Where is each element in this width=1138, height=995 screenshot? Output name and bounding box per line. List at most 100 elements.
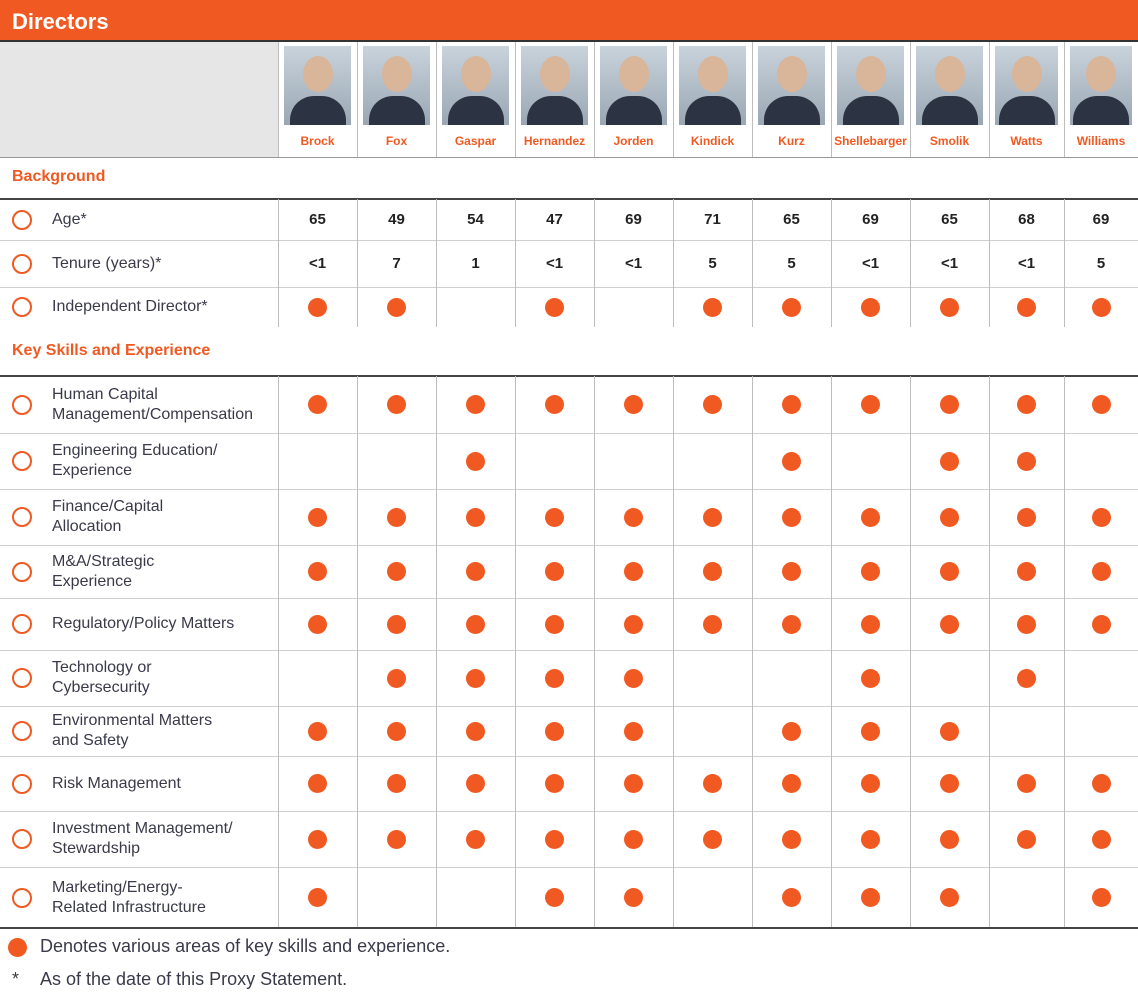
director-name: Gaspar xyxy=(454,134,497,148)
column-rule xyxy=(357,42,358,157)
skill-dot xyxy=(782,888,801,907)
director-photo xyxy=(521,46,588,125)
skill-dot xyxy=(1091,614,1111,634)
row-label: M&A/Strategic Experience xyxy=(52,552,155,590)
director-photo xyxy=(1070,46,1132,125)
skill-dot xyxy=(624,614,643,634)
column-rule xyxy=(436,545,437,598)
skill-dot xyxy=(466,668,485,688)
skill-dot xyxy=(387,395,406,414)
skill-dot xyxy=(1017,507,1036,527)
cell-value: 65 xyxy=(783,210,800,228)
skill-dot xyxy=(1017,614,1036,634)
skill-dot xyxy=(624,507,643,527)
footnote-text: Denotes various areas of key skills and … xyxy=(40,936,451,956)
column-rule xyxy=(278,598,279,650)
footnote-text: As of the date of this Proxy Statement. xyxy=(40,969,348,989)
column-rule xyxy=(831,706,832,756)
skill-dot xyxy=(387,297,406,317)
column-rule xyxy=(594,376,595,433)
skill-dot xyxy=(308,562,327,581)
column-rule xyxy=(515,287,516,327)
skill-dot xyxy=(1017,562,1036,581)
skill-dot xyxy=(545,774,564,793)
skill-dot xyxy=(782,297,801,317)
column-rule xyxy=(831,376,832,433)
column-rule xyxy=(594,199,595,240)
skill-dot xyxy=(545,829,564,849)
skill-dot xyxy=(308,297,327,317)
row-rule xyxy=(0,650,1138,651)
column-rule xyxy=(831,598,832,650)
skill-dot xyxy=(861,614,880,634)
column-rule xyxy=(752,650,753,706)
column-rule xyxy=(752,376,753,433)
cell-value: 68 xyxy=(1018,210,1035,228)
skill-dot xyxy=(387,774,406,793)
skill-dot xyxy=(861,297,880,317)
column-rule xyxy=(1064,42,1065,157)
footnote-symbol: * xyxy=(12,969,20,989)
skill-dot xyxy=(387,668,406,688)
skill-dot xyxy=(1091,888,1111,907)
column-rule xyxy=(752,489,753,545)
column-rule xyxy=(594,240,595,287)
section-title: Key Skills and Experience xyxy=(12,341,211,359)
skill-dot xyxy=(1017,829,1036,849)
column-rule xyxy=(594,545,595,598)
column-rule xyxy=(989,706,990,756)
skill-dot xyxy=(940,829,959,849)
row-label: Technology or Cybersecurity xyxy=(52,659,152,696)
skill-dot xyxy=(703,829,722,849)
director-photo xyxy=(284,46,351,125)
row-rule xyxy=(0,706,1138,707)
row-icon xyxy=(12,451,32,471)
column-rule xyxy=(910,650,911,706)
column-rule xyxy=(436,811,437,867)
row-rule xyxy=(0,287,1138,288)
skill-dot xyxy=(940,507,959,527)
column-rule xyxy=(989,756,990,811)
column-rule xyxy=(278,376,279,433)
column-rule xyxy=(436,756,437,811)
column-rule xyxy=(357,811,358,867)
column-rule xyxy=(673,545,674,598)
skill-dot xyxy=(1091,562,1111,581)
skill-dot xyxy=(703,507,722,527)
section-rule xyxy=(0,198,1138,200)
column-rule xyxy=(278,240,279,287)
skill-dot xyxy=(782,562,801,581)
skill-dot xyxy=(861,395,880,414)
column-rule xyxy=(989,811,990,867)
column-rule xyxy=(515,756,516,811)
skill-dot xyxy=(466,721,485,741)
column-rule xyxy=(673,287,674,327)
skill-dot xyxy=(782,614,801,634)
column-rule xyxy=(673,650,674,706)
column-rule xyxy=(831,756,832,811)
column-rule xyxy=(357,489,358,545)
column-rule xyxy=(515,867,516,928)
column-rule xyxy=(989,287,990,327)
column-rule xyxy=(673,706,674,756)
column-rule xyxy=(1064,756,1065,811)
skill-dot xyxy=(703,395,722,414)
column-rule xyxy=(436,650,437,706)
row-label: Finance/Capital Allocation xyxy=(52,498,164,535)
skill-dot xyxy=(782,829,801,849)
skill-dot xyxy=(387,721,406,741)
skill-dot xyxy=(782,774,801,793)
skill-dot xyxy=(624,562,643,581)
column-rule xyxy=(357,433,358,489)
skill-dot xyxy=(624,721,643,741)
column-rule xyxy=(1064,598,1065,650)
column-rule xyxy=(357,376,358,433)
column-rule xyxy=(278,650,279,706)
row-rule xyxy=(0,867,1138,868)
skill-dot xyxy=(940,721,959,741)
row-rule xyxy=(0,433,1138,434)
column-rule xyxy=(278,433,279,489)
row-icon xyxy=(12,394,32,415)
column-rule xyxy=(515,598,516,650)
